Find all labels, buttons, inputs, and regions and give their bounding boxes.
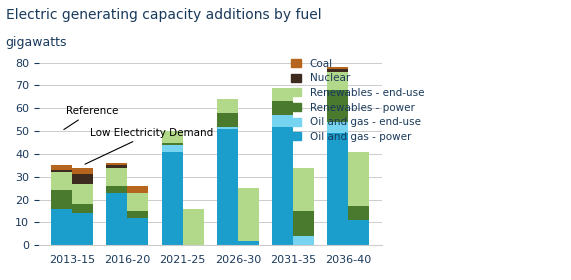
- Bar: [72, 168, 93, 174]
- Bar: [217, 129, 238, 245]
- Bar: [106, 168, 127, 186]
- Bar: [327, 69, 348, 72]
- Bar: [51, 190, 72, 209]
- Bar: [51, 165, 72, 170]
- Bar: [217, 113, 238, 127]
- Bar: [272, 101, 293, 115]
- Bar: [327, 72, 348, 90]
- Bar: [327, 90, 348, 122]
- Bar: [327, 122, 348, 133]
- Bar: [327, 133, 348, 245]
- Bar: [162, 145, 183, 152]
- Bar: [162, 131, 183, 143]
- Bar: [106, 186, 127, 193]
- Bar: [293, 211, 314, 236]
- Bar: [238, 241, 259, 245]
- Bar: [127, 218, 148, 245]
- Bar: [293, 236, 314, 245]
- Text: Reference: Reference: [64, 106, 119, 130]
- Bar: [72, 174, 93, 184]
- Bar: [106, 165, 127, 168]
- Text: gigawatts: gigawatts: [6, 36, 67, 49]
- Bar: [72, 184, 93, 204]
- Bar: [272, 88, 293, 101]
- Bar: [106, 163, 127, 165]
- Bar: [72, 213, 93, 245]
- Bar: [106, 193, 127, 245]
- Legend: Coal, Nuclear, Renewables - end-use, Renewables - power, Oil and gas - end-use, : Coal, Nuclear, Renewables - end-use, Ren…: [291, 59, 424, 142]
- Bar: [127, 193, 148, 211]
- Bar: [162, 143, 183, 145]
- Bar: [217, 99, 238, 113]
- Bar: [348, 206, 369, 220]
- Bar: [51, 209, 72, 245]
- Bar: [327, 67, 348, 69]
- Bar: [51, 172, 72, 190]
- Bar: [72, 204, 93, 213]
- Text: Low Electricity Demand: Low Electricity Demand: [85, 128, 214, 164]
- Bar: [183, 209, 204, 245]
- Bar: [127, 186, 148, 193]
- Bar: [238, 188, 259, 241]
- Bar: [51, 170, 72, 172]
- Text: Electric generating capacity additions by fuel: Electric generating capacity additions b…: [6, 8, 321, 22]
- Bar: [217, 127, 238, 129]
- Bar: [127, 211, 148, 218]
- Bar: [162, 152, 183, 245]
- Bar: [293, 168, 314, 211]
- Bar: [272, 115, 293, 127]
- Bar: [348, 152, 369, 206]
- Bar: [272, 127, 293, 245]
- Bar: [348, 220, 369, 245]
